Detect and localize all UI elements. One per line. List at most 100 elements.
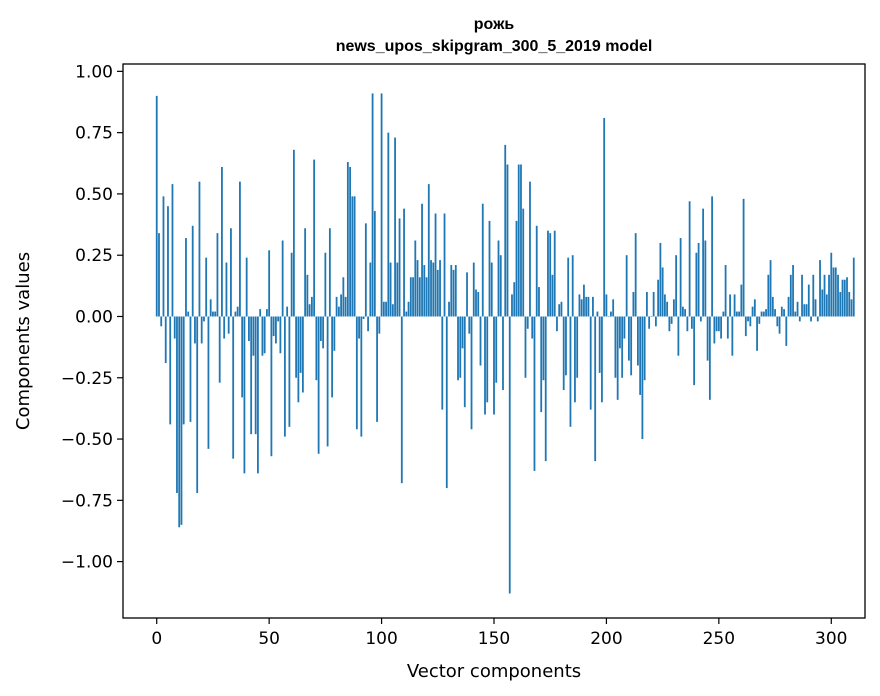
bar-245: [706, 316, 709, 361]
bar-193: [589, 316, 592, 410]
bar-131: [450, 265, 453, 317]
y-axis-label: Components values: [13, 252, 34, 430]
bar-57: [283, 316, 286, 437]
bar-152: [497, 240, 500, 317]
bar-260: [740, 284, 743, 317]
bar-238: [690, 316, 693, 329]
bar-223: [657, 279, 660, 317]
bar-117: [418, 277, 421, 317]
bar-243: [702, 208, 705, 317]
bar-259: [738, 311, 740, 317]
bar-111: [405, 311, 408, 317]
bar-130: [448, 301, 450, 317]
bar-123: [432, 262, 435, 317]
bar-77: [328, 228, 331, 317]
bar-204: [614, 316, 617, 378]
bar-230: [672, 299, 675, 317]
bar-213: [634, 233, 637, 317]
bar-26: [214, 311, 217, 317]
bar-231: [675, 255, 678, 317]
bar-28: [218, 316, 221, 383]
bar-75: [324, 252, 327, 317]
bar-25: [212, 311, 214, 317]
bar-195: [594, 316, 597, 462]
bar-40: [245, 257, 248, 317]
bar-20: [200, 316, 203, 344]
bar-181: [562, 316, 565, 391]
bar-8: [173, 316, 176, 339]
bar-101: [382, 301, 385, 317]
x-tick-label: 50: [258, 629, 280, 649]
bar-276: [776, 316, 779, 327]
bar-261: [742, 198, 745, 317]
chart-title-line2: news_upos_skipgram_300_5_2019 model: [336, 38, 653, 55]
bar-6: [169, 316, 172, 425]
bar-83: [342, 277, 345, 317]
bar-55: [279, 316, 282, 354]
bar-205: [616, 316, 619, 400]
bar-96: [371, 93, 374, 317]
bar-251: [720, 316, 722, 339]
bar-108: [398, 218, 401, 317]
y-tick-label: −1.00: [61, 553, 113, 573]
bar-296: [821, 289, 824, 317]
bar-267: [756, 316, 758, 351]
bar-284: [794, 311, 797, 317]
bar-250: [717, 316, 720, 332]
x-tick-label: 300: [815, 629, 847, 649]
bar-138: [466, 272, 468, 317]
bar-142: [475, 289, 477, 317]
bar-202: [610, 311, 612, 317]
bar-233: [679, 238, 682, 317]
bar-61: [292, 149, 295, 317]
bar-224: [659, 242, 662, 317]
bar-115: [414, 240, 417, 317]
bar-247: [711, 196, 713, 317]
bar-149: [490, 262, 493, 317]
bar-74: [322, 316, 325, 349]
bar-33: [230, 228, 232, 317]
bar-89: [355, 316, 358, 430]
bar-188: [578, 294, 581, 317]
bar-211: [630, 316, 633, 376]
bar-307: [846, 277, 848, 317]
bar-70: [313, 159, 316, 317]
bar-278: [780, 306, 783, 317]
bar-124: [434, 213, 437, 317]
bar-68: [308, 304, 311, 317]
bar-242: [699, 316, 702, 322]
bar-155: [504, 144, 507, 317]
bar-196: [596, 311, 599, 317]
bar-50: [268, 250, 271, 317]
bar-162: [520, 164, 522, 317]
bar-197: [598, 316, 601, 373]
bar-290: [807, 284, 810, 317]
bar-148: [488, 220, 491, 317]
bar-244: [704, 240, 707, 317]
bar-220: [650, 316, 653, 317]
bar-37: [239, 181, 241, 317]
bar-288: [803, 304, 806, 317]
bar-19: [198, 181, 201, 317]
bar-163: [522, 208, 525, 317]
bar-293: [814, 299, 817, 317]
bar-21: [203, 316, 205, 322]
bar-13: [185, 238, 187, 317]
bar-52: [272, 316, 275, 337]
bar-38: [241, 316, 244, 398]
bar-269: [760, 311, 763, 317]
bar-1: [158, 233, 160, 317]
bar-160: [515, 220, 518, 317]
bar-120: [425, 277, 428, 317]
bar-133: [454, 265, 457, 317]
bar-263: [747, 316, 749, 322]
bar-92: [362, 316, 365, 319]
bar-308: [848, 291, 851, 317]
bar-226: [663, 294, 666, 317]
bar-105: [391, 304, 394, 317]
bar-266: [753, 299, 756, 317]
bar-3: [162, 196, 165, 317]
bar-102: [385, 301, 387, 317]
bar-42: [250, 316, 253, 435]
bar-271: [765, 309, 767, 317]
